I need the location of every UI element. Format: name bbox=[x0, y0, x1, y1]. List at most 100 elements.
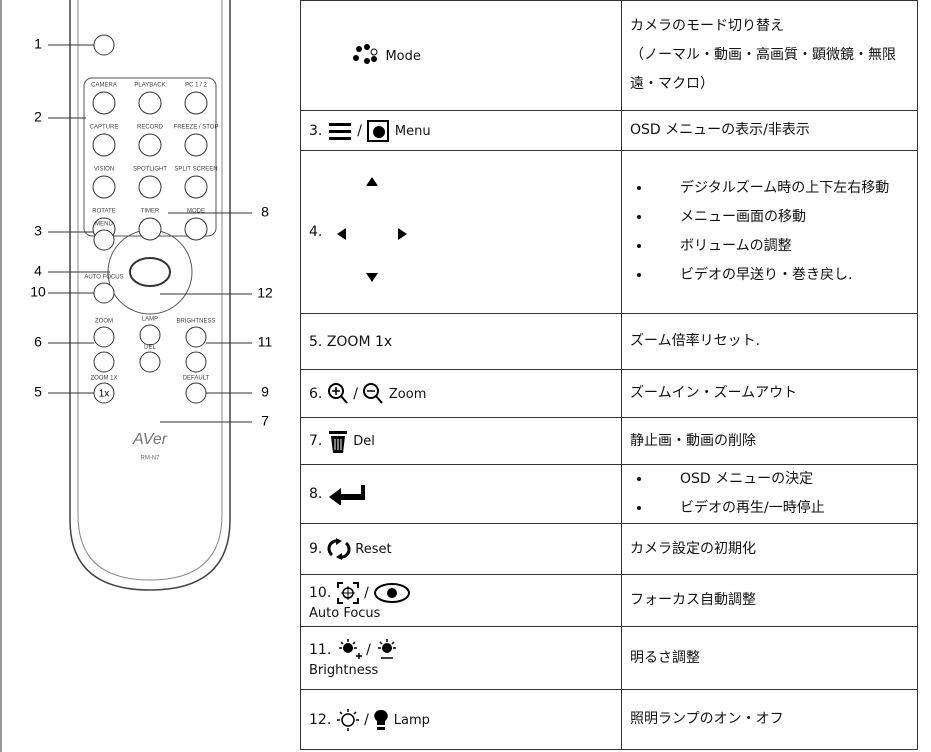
button-label: RECORD bbox=[137, 125, 164, 131]
key-1x: 1x bbox=[99, 389, 110, 400]
table-row: 3. / Menu OSD メニューの表示/非表示 bbox=[300, 110, 918, 151]
power-button bbox=[93, 34, 115, 56]
key-label: Del bbox=[353, 434, 375, 449]
remote-button bbox=[93, 282, 115, 304]
key-cell: 6. / Zoom bbox=[300, 369, 622, 418]
description: OSD メニューの表示/非表示 bbox=[630, 122, 810, 138]
description: 静止画・動画の削除 bbox=[630, 432, 756, 449]
key-icon bbox=[322, 122, 357, 140]
table-row: 6. / Zoom ズームイン・ズームアウト bbox=[300, 369, 918, 418]
bullet-list: デジタルズーム時の上下左右移動メニュー画面の移動ボリュームの調整ビデオの早送り・… bbox=[630, 174, 909, 290]
remote-illustration: CAMERA PLAYBACK PC 1 / 2 CAPTURE RECORD FREEZ… bbox=[0, 0, 273, 752]
description: 照明ランプのオン・オフ bbox=[630, 711, 784, 727]
remote-button bbox=[93, 351, 115, 373]
brand: AVer bbox=[132, 431, 168, 448]
remote-button bbox=[184, 133, 208, 157]
callout-number: 2 bbox=[34, 109, 42, 125]
description: ズームイン・ズームアウト bbox=[630, 385, 798, 401]
remote-button bbox=[138, 133, 162, 157]
description-cell: ズームイン・ズームアウト bbox=[621, 369, 918, 418]
callout-number: 1 bbox=[34, 36, 42, 52]
remote-button bbox=[93, 229, 115, 251]
key-cell: 7. Del bbox=[300, 417, 622, 465]
key-label: Brightness bbox=[309, 663, 379, 678]
button-label: MODE bbox=[187, 209, 205, 215]
separator: / bbox=[353, 385, 358, 402]
key-icon bbox=[331, 708, 364, 731]
description: カメラ設定の初期化 bbox=[630, 540, 756, 557]
key-icon bbox=[331, 581, 364, 604]
button-label: FREEZE / STOP bbox=[174, 125, 219, 131]
description-cell: OSD メニューの表示/非表示 bbox=[621, 110, 918, 151]
separator: / bbox=[364, 711, 369, 728]
description: 明るさ調整 bbox=[630, 649, 700, 666]
description-cell: 照明ランプのオン・オフ bbox=[621, 689, 918, 750]
button-label: DEL bbox=[144, 345, 156, 351]
item-number: 12. bbox=[309, 711, 332, 728]
callout-number: 9 bbox=[261, 384, 269, 400]
bullet: ビデオの早送り・巻き戻し. bbox=[652, 261, 909, 290]
key-cell: 12. / Lamp bbox=[300, 689, 622, 750]
button-label: MENU bbox=[95, 222, 113, 228]
key-label: Auto Focus bbox=[309, 605, 381, 621]
bullet: メニュー画面の移動 bbox=[652, 203, 909, 232]
item-number: 7. bbox=[309, 433, 323, 449]
key-label: Mode bbox=[385, 48, 421, 64]
description-cell: カメラ設定の初期化 bbox=[621, 523, 918, 575]
bullet: ビデオの再生/一時停止 bbox=[652, 494, 909, 523]
key-icon bbox=[369, 709, 394, 730]
table-row: 11. / Brightness 明るさ調整 bbox=[300, 626, 918, 690]
bullet: デジタルズーム時の上下左右移動 bbox=[652, 174, 909, 203]
bullet-list: OSD メニューの決定ビデオの再生/一時停止 bbox=[630, 465, 909, 523]
separator: / bbox=[364, 584, 369, 601]
item-number: 10. bbox=[309, 584, 332, 601]
key-cell: Mode bbox=[300, 0, 622, 111]
button-label: PLAYBACK bbox=[134, 83, 165, 89]
remote-button bbox=[138, 91, 162, 115]
description: （ノーマル・動画・高画質・顕微鏡・無限遠・マクロ） bbox=[630, 47, 896, 92]
remote-button bbox=[92, 133, 116, 157]
remote-button bbox=[92, 91, 116, 115]
key-icon bbox=[322, 431, 353, 453]
button-label: VISION bbox=[94, 167, 114, 173]
remote-button bbox=[92, 175, 116, 199]
key-label: Zoom bbox=[388, 386, 427, 402]
remote-button bbox=[185, 351, 207, 373]
button-label: SPOTLIGHT bbox=[133, 167, 167, 173]
remote-button bbox=[138, 217, 162, 241]
button-label: ZOOM 1X bbox=[90, 376, 117, 382]
remote-button bbox=[184, 91, 208, 115]
key-icon bbox=[322, 485, 366, 506]
description: フォーカス自動調整 bbox=[630, 592, 756, 608]
key-label: Reset bbox=[355, 542, 392, 557]
callout-number: 3 bbox=[34, 223, 42, 239]
remote-button bbox=[184, 175, 208, 199]
table-row: 5. ZOOM 1x ズーム倍率リセット. bbox=[300, 313, 918, 370]
button-label: AUTO FOCUS bbox=[84, 275, 123, 281]
description-cell: 静止画・動画の削除 bbox=[621, 417, 918, 465]
button-label: DEFAULT bbox=[183, 376, 210, 382]
key-icon bbox=[362, 119, 395, 142]
remote-button bbox=[184, 217, 208, 241]
key-icon bbox=[322, 177, 416, 282]
key-cell: 4. bbox=[300, 150, 622, 314]
description: カメラのモード切り替え bbox=[630, 18, 784, 34]
button-label: ROTATE bbox=[92, 209, 115, 215]
item-number: 5. bbox=[309, 333, 323, 350]
remote-button bbox=[138, 175, 162, 199]
bullet: OSD メニューの決定 bbox=[652, 465, 909, 494]
key-cell: 9. Reset bbox=[300, 523, 622, 575]
key-cell: 5. ZOOM 1x bbox=[300, 313, 622, 370]
callout-number: 11 bbox=[258, 334, 273, 350]
separator: / bbox=[357, 122, 362, 139]
key-cell: 10. / Auto Focus bbox=[300, 574, 622, 627]
item-number: 3. bbox=[309, 122, 323, 139]
callout-number: 10 bbox=[30, 284, 46, 300]
key-icon bbox=[371, 639, 399, 659]
description-cell: デジタルズーム時の上下左右移動メニュー画面の移動ボリュームの調整ビデオの早送り・… bbox=[621, 150, 918, 314]
item-number: 4. bbox=[309, 224, 323, 240]
table-row: Mode カメラのモード切り替え （ノーマル・動画・高画質・顕微鏡・無限遠・マクロ） bbox=[300, 0, 918, 111]
description-cell: ズーム倍率リセット. bbox=[621, 313, 918, 370]
callout-number: 12 bbox=[257, 285, 273, 301]
